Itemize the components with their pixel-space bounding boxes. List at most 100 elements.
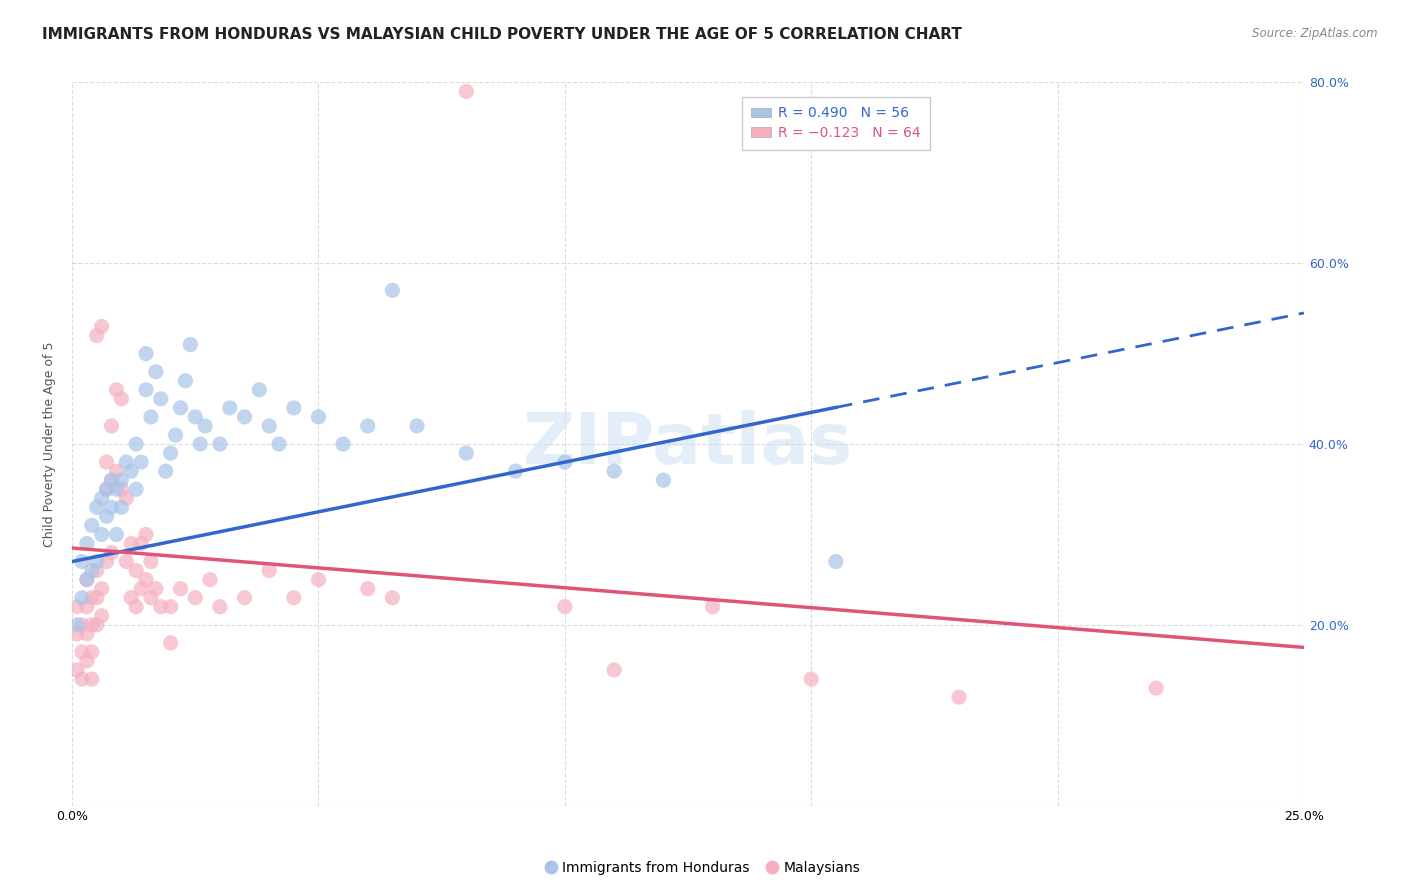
Point (159, 599, 181, 614)
Point (267, 437, 290, 451)
Point (125, 437, 148, 451)
Point (129, 455, 152, 469)
Point (86, 328, 108, 343)
Point (100, 473, 122, 487)
Point (100, 473, 122, 487)
Point (135, 527, 157, 541)
Point (208, 599, 231, 614)
Point (76, 536, 98, 550)
Point (125, 599, 148, 614)
Point (381, 284, 404, 298)
Point (135, 383, 157, 397)
Point (824, 555, 846, 569)
Point (208, 437, 231, 451)
Point (169, 582, 191, 596)
Text: IMMIGRANTS FROM HONDURAS VS MALAYSIAN CHILD POVERTY UNDER THE AGE OF 5 CORRELATI: IMMIGRANTS FROM HONDURAS VS MALAYSIAN CH… (42, 27, 962, 42)
Point (76, 573, 98, 587)
Point (149, 392, 172, 406)
Point (165, 428, 187, 442)
Point (129, 536, 152, 550)
Point (120, 464, 142, 478)
Point (110, 500, 132, 515)
Point (247, 383, 270, 397)
Point (357, 582, 380, 596)
Point (702, 599, 724, 614)
Point (159, 636, 181, 650)
Point (80, 645, 103, 659)
Point (66, 617, 89, 632)
Point (169, 401, 191, 415)
Point (96, 455, 118, 469)
Point (105, 464, 128, 478)
Point (184, 591, 207, 605)
Point (603, 464, 626, 478)
Point (86, 617, 108, 632)
Point (76, 627, 98, 641)
Point (948, 690, 970, 705)
Point (115, 555, 138, 569)
Point (66, 599, 89, 614)
Point (603, 663, 626, 677)
Text: Source: ZipAtlas.com: Source: ZipAtlas.com (1253, 27, 1378, 40)
Point (174, 374, 197, 388)
Point (233, 591, 256, 605)
Point (96, 555, 118, 569)
Point (233, 409, 256, 424)
Point (70, 645, 93, 659)
Point (110, 392, 132, 406)
Point (135, 573, 157, 587)
Point (90, 491, 112, 506)
Point (76, 599, 98, 614)
Point (283, 591, 305, 605)
Point (456, 446, 478, 460)
Point (90, 608, 112, 623)
Point (129, 582, 152, 596)
Point (100, 500, 122, 515)
Point (96, 482, 118, 496)
Point (554, 455, 576, 469)
Point (110, 473, 132, 487)
Point (120, 591, 142, 605)
Point (90, 527, 112, 541)
Point (218, 401, 240, 415)
Point (257, 419, 280, 434)
Point (66, 663, 89, 677)
Point (86, 555, 108, 569)
Legend: Immigrants from Honduras, Malaysians: Immigrants from Honduras, Malaysians (540, 855, 866, 880)
Point (554, 599, 576, 614)
Point (155, 464, 177, 478)
Point (139, 555, 162, 569)
Point (198, 573, 221, 587)
Point (800, 672, 823, 686)
Point (70, 617, 93, 632)
Point (159, 446, 181, 460)
Point (70, 591, 93, 605)
Point (80, 564, 103, 578)
Point (139, 591, 162, 605)
Point (406, 419, 429, 434)
Point (145, 365, 167, 379)
Point (105, 383, 128, 397)
Point (188, 437, 211, 451)
Point (80, 591, 103, 605)
Y-axis label: Child Poverty Under the Age of 5: Child Poverty Under the Age of 5 (44, 342, 56, 547)
Point (76, 573, 98, 587)
Point (80, 518, 103, 533)
Point (149, 599, 172, 614)
Point (257, 564, 280, 578)
Point (80, 672, 103, 686)
Point (70, 672, 93, 686)
Point (456, 85, 478, 99)
Point (179, 337, 201, 351)
Point (308, 409, 330, 424)
Point (80, 617, 103, 632)
Point (125, 564, 148, 578)
Point (96, 482, 118, 496)
Point (381, 591, 404, 605)
Point (125, 482, 148, 496)
Point (652, 473, 675, 487)
Point (105, 482, 128, 496)
Point (66, 627, 89, 641)
Point (145, 582, 167, 596)
Point (357, 419, 380, 434)
